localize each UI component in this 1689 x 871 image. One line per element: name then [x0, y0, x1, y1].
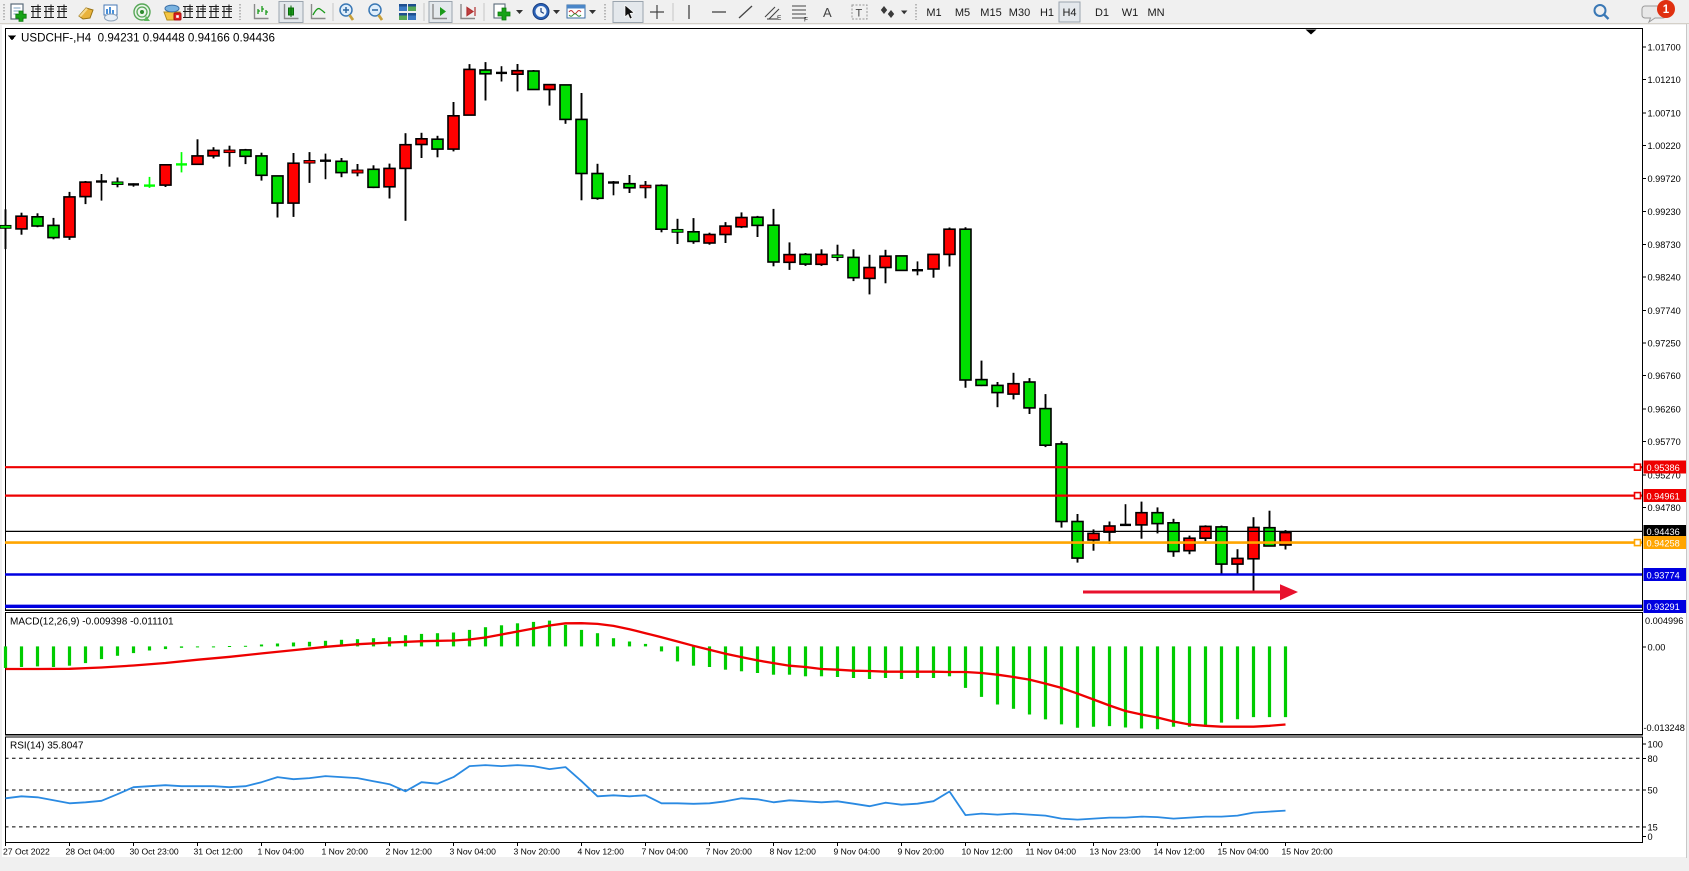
svg-text:80: 80 [1648, 754, 1658, 764]
svg-text:0.98240: 0.98240 [1648, 273, 1681, 283]
svg-text:0.95770: 0.95770 [1648, 437, 1681, 447]
svg-text:F: F [804, 17, 808, 24]
svg-text:1.01210: 1.01210 [1648, 75, 1681, 85]
svg-text:10 Nov 12:00: 10 Nov 12:00 [962, 847, 1013, 857]
svg-text:H1: H1 [1040, 7, 1054, 19]
svg-text:0.94436: 0.94436 [1647, 527, 1680, 537]
svg-text:MACD(12,26,9) -0.009398 -0.011: MACD(12,26,9) -0.009398 -0.011101 [10, 617, 174, 628]
svg-text:0.97740: 0.97740 [1648, 306, 1681, 316]
svg-text:15 Nov 04:00: 15 Nov 04:00 [1218, 847, 1269, 857]
svg-text:M30: M30 [1009, 7, 1030, 19]
svg-text:15 Nov 20:00: 15 Nov 20:00 [1282, 847, 1333, 857]
svg-text:W1: W1 [1122, 7, 1139, 19]
svg-text:T: T [856, 8, 863, 20]
svg-text:4 Nov 12:00: 4 Nov 12:00 [578, 847, 625, 857]
svg-text:1.00710: 1.00710 [1648, 108, 1681, 118]
svg-text:7 Nov 20:00: 7 Nov 20:00 [706, 847, 753, 857]
svg-text:15: 15 [1648, 822, 1658, 832]
svg-text:1.01700: 1.01700 [1648, 42, 1681, 52]
svg-text:1: 1 [1663, 4, 1670, 16]
svg-text:E: E [777, 15, 782, 22]
svg-text:13 Nov 23:00: 13 Nov 23:00 [1090, 847, 1141, 857]
svg-text:0.96760: 0.96760 [1648, 371, 1681, 381]
svg-text:0.93291: 0.93291 [1647, 602, 1680, 612]
svg-text:0.93774: 0.93774 [1647, 570, 1680, 580]
svg-text:0.004996: 0.004996 [1645, 616, 1683, 626]
svg-text:-0.013248: -0.013248 [1644, 723, 1685, 733]
svg-text:MN: MN [1147, 7, 1164, 19]
svg-text:30 Oct 23:00: 30 Oct 23:00 [130, 847, 179, 857]
svg-text:50: 50 [1648, 786, 1658, 796]
svg-text:31 Oct 12:00: 31 Oct 12:00 [194, 847, 243, 857]
svg-text:0.94780: 0.94780 [1648, 503, 1681, 513]
svg-text:0.95386: 0.95386 [1647, 463, 1680, 473]
svg-text:0.94258: 0.94258 [1647, 538, 1680, 548]
svg-text:1 Nov 04:00: 1 Nov 04:00 [258, 847, 305, 857]
svg-text:0.00: 0.00 [1648, 642, 1666, 652]
svg-text:M5: M5 [955, 7, 970, 19]
svg-text:9 Nov 20:00: 9 Nov 20:00 [898, 847, 945, 857]
svg-text:2 Nov 12:00: 2 Nov 12:00 [386, 847, 433, 857]
svg-text:0: 0 [1648, 832, 1653, 842]
svg-text:USDCHF-,H4 0.94231 0.94448 0.: USDCHF-,H4 0.94231 0.94448 0.94166 0.944… [21, 32, 275, 45]
svg-text:9 Nov 04:00: 9 Nov 04:00 [834, 847, 881, 857]
svg-text:0.97250: 0.97250 [1648, 339, 1681, 349]
svg-text:28 Oct 04:00: 28 Oct 04:00 [66, 847, 115, 857]
svg-text:0.98730: 0.98730 [1648, 240, 1681, 250]
svg-text:M15: M15 [980, 7, 1001, 19]
svg-text:1.00220: 1.00220 [1648, 141, 1681, 151]
svg-text:3 Nov 04:00: 3 Nov 04:00 [450, 847, 497, 857]
svg-text:27 Oct 2022: 27 Oct 2022 [3, 847, 50, 857]
svg-text:7 Nov 04:00: 7 Nov 04:00 [642, 847, 689, 857]
svg-text:11 Nov 04:00: 11 Nov 04:00 [1026, 847, 1077, 857]
svg-text:RSI(14) 35.8047: RSI(14) 35.8047 [10, 741, 84, 752]
svg-text:14 Nov 12:00: 14 Nov 12:00 [1154, 847, 1205, 857]
svg-text:3 Nov 20:00: 3 Nov 20:00 [514, 847, 561, 857]
svg-text:100: 100 [1648, 739, 1663, 749]
svg-text:1 Nov 20:00: 1 Nov 20:00 [322, 847, 369, 857]
svg-text:D1: D1 [1095, 7, 1109, 19]
svg-text:A: A [823, 5, 832, 20]
svg-text:0.99720: 0.99720 [1648, 174, 1681, 184]
svg-text:0.99230: 0.99230 [1648, 207, 1681, 217]
svg-text:0.94961: 0.94961 [1647, 491, 1680, 501]
svg-text:0.96260: 0.96260 [1648, 405, 1681, 415]
svg-text:M1: M1 [926, 7, 941, 19]
svg-text:8 Nov 12:00: 8 Nov 12:00 [770, 847, 817, 857]
svg-text:H4: H4 [1062, 7, 1076, 19]
